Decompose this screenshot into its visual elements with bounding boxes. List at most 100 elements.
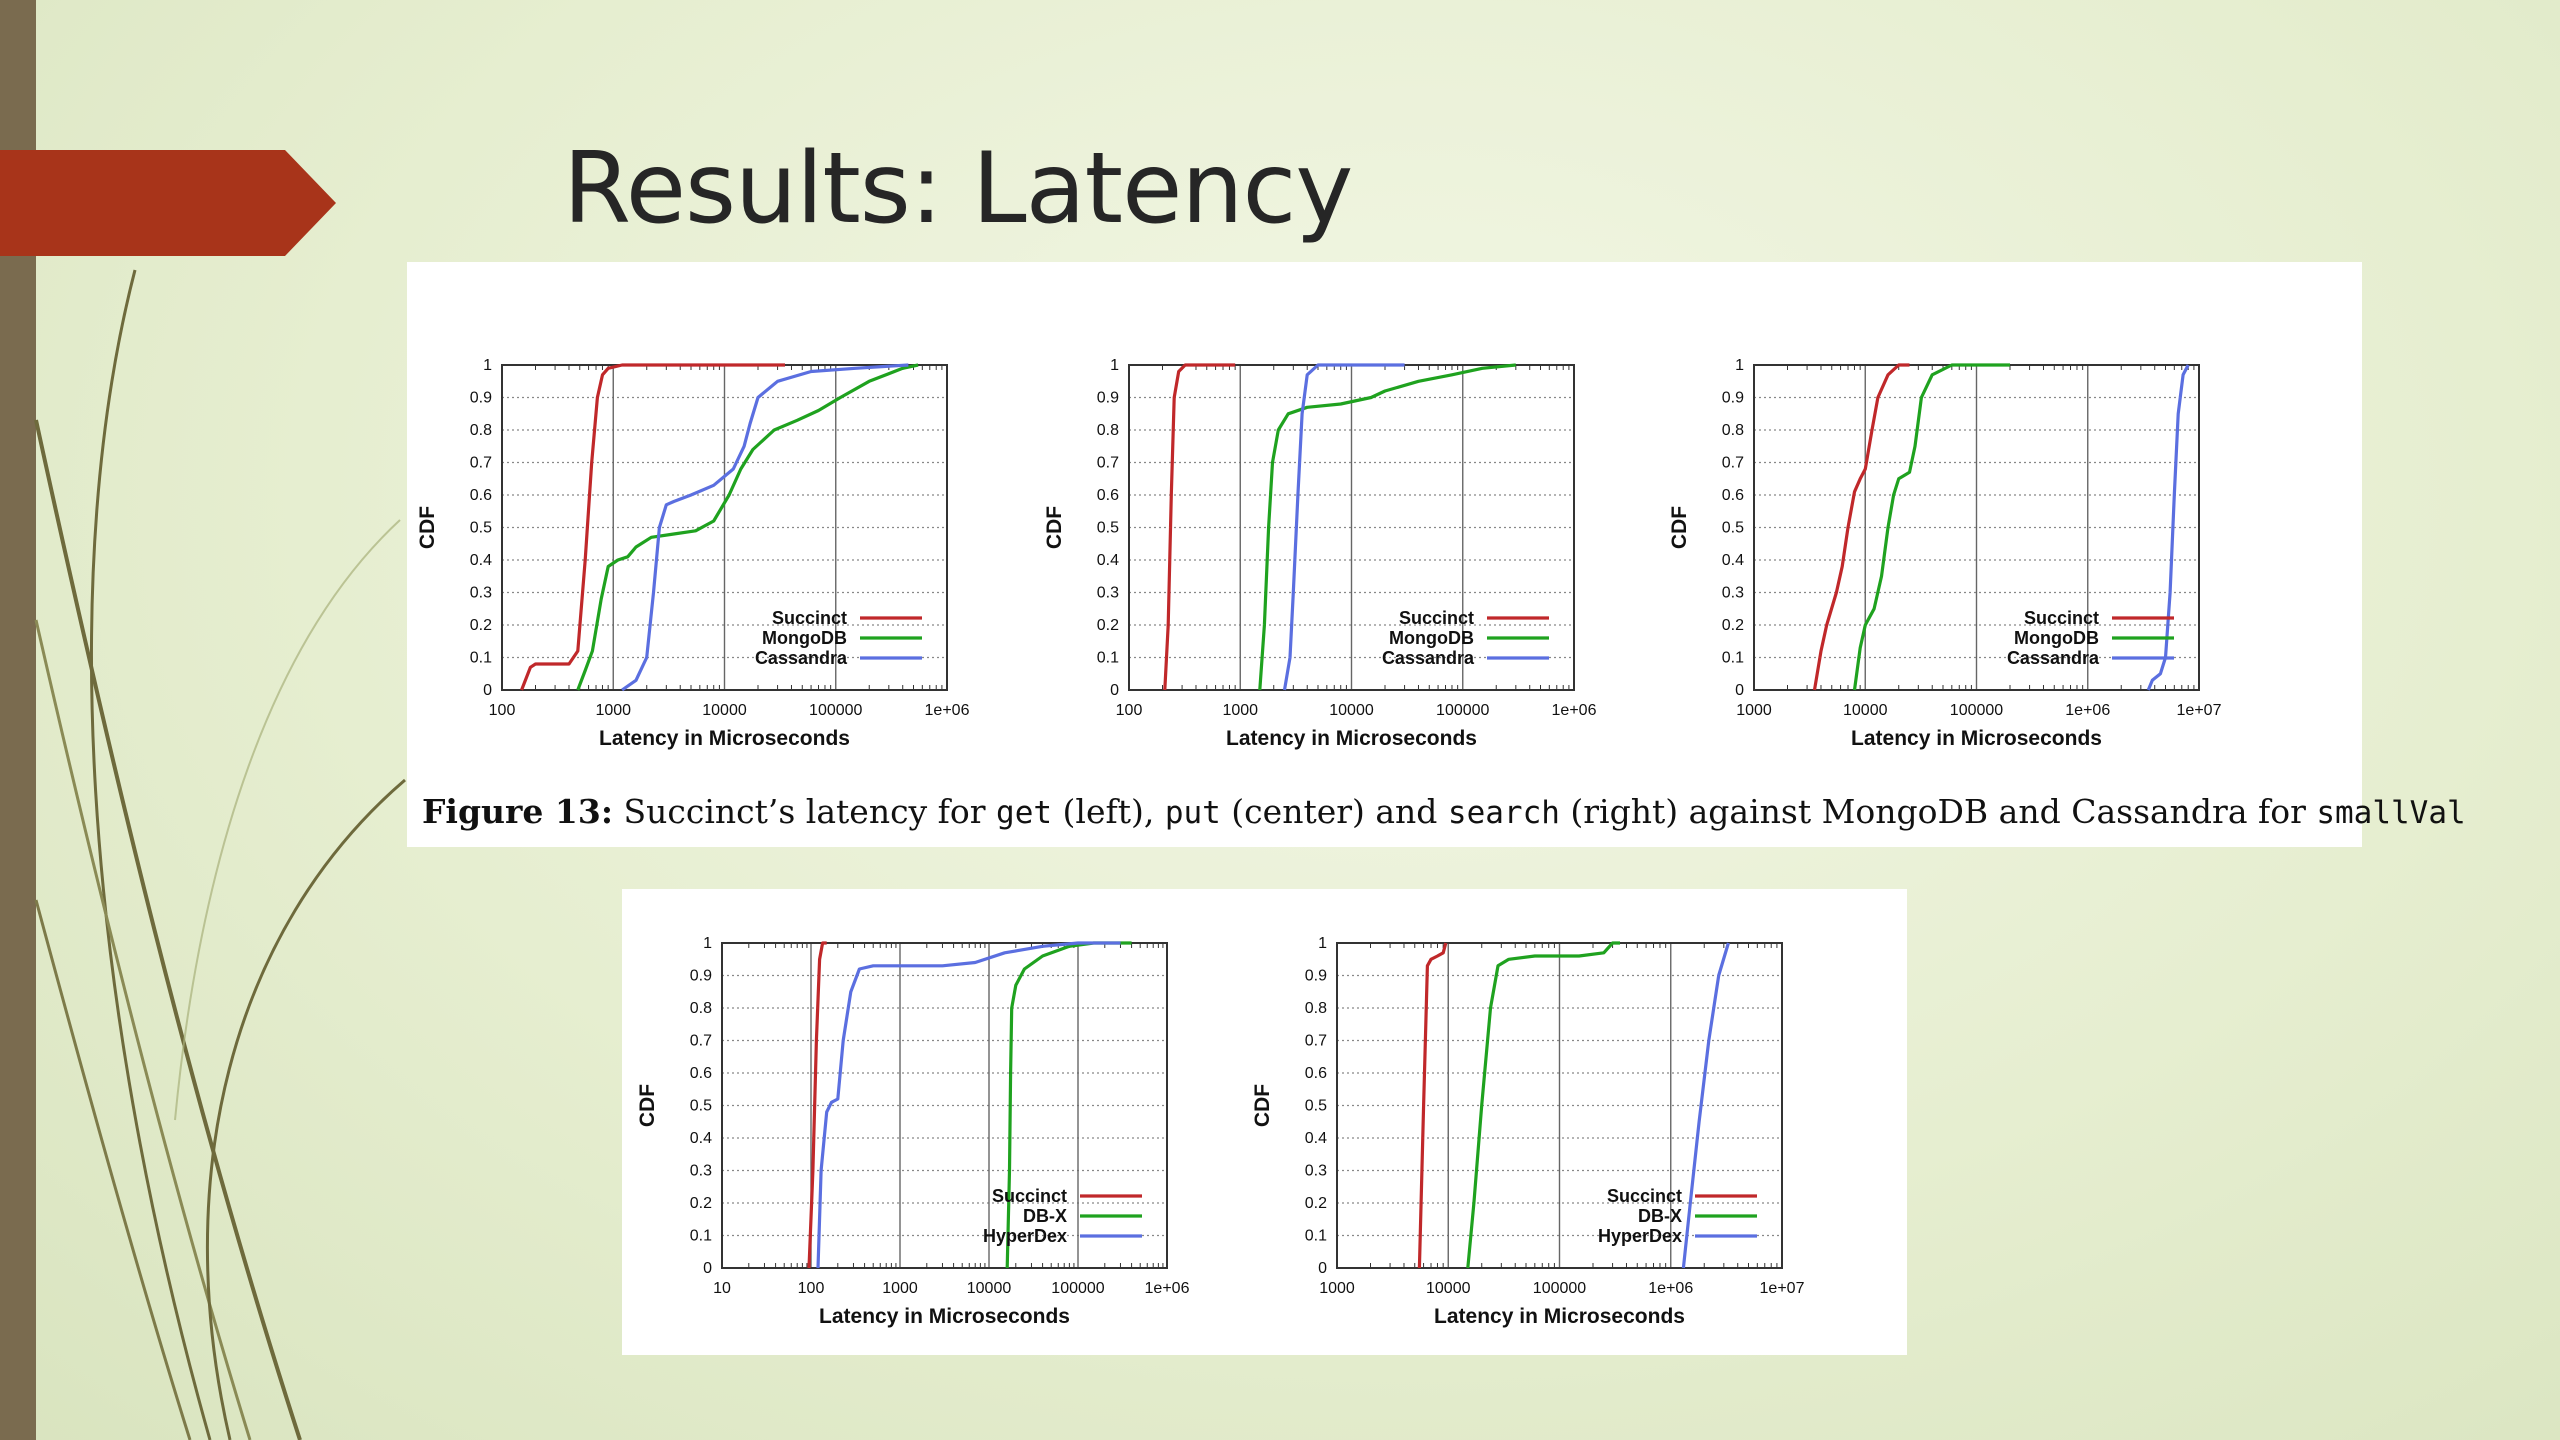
x-tick-label: 10000 [1426,1280,1471,1297]
y-tick-label: 0.3 [1722,585,1744,602]
y-tick-label: 1 [1110,357,1119,374]
series-line-db-x [1466,941,1620,1269]
y-tick-label: 0.7 [690,1033,712,1050]
legend-label: MongoDB [1389,628,1474,648]
y-tick-label: 0 [483,682,492,699]
caption-text-3: (center) and [1220,792,1448,831]
y-tick-label: 0 [703,1260,712,1277]
y-tick-label: 0.8 [690,1000,712,1017]
x-tick-label: 1000 [595,702,631,719]
y-tick-label: 0.3 [470,585,492,602]
y-tick-label: 0.8 [1097,422,1119,439]
y-axis-label: CDF [416,506,439,549]
y-axis-label: CDF [1251,1084,1274,1127]
y-tick-label: 0.6 [1305,1065,1327,1082]
y-tick-label: 0.7 [1305,1033,1327,1050]
y-tick-label: 0.9 [690,968,712,985]
x-tick-label: 100 [489,702,516,719]
figure-panel-bottom: 0 0.1 0.2 0.3 0.4 0.5 0.6 0.7 0.8 0.9 1 10 100 1000 10… [622,889,1907,1355]
x-tick-label: 1e+06 [1648,1280,1693,1297]
x-tick-label: 100000 [1051,1280,1104,1297]
y-tick-label: 0.1 [690,1228,712,1245]
y-tick-label: 1 [1318,935,1327,952]
y-tick-label: 0.6 [1097,487,1119,504]
x-axis-label: Latency in Microseconds [1226,727,1477,750]
x-tick-label: 10000 [1329,702,1374,719]
y-tick-label: 0.5 [1097,520,1119,537]
y-tick-label: 0.9 [1097,390,1119,407]
legend-label: DB-X [1638,1206,1682,1226]
chart-search: 0 0.1 0.2 0.3 0.4 0.5 0.6 0.7 0.8 0.9 1 1000 10000 10… [1668,357,2222,750]
series-line-mongodb [576,363,919,691]
x-tick-label: 10000 [702,702,747,719]
x-axis-label: Latency in Microseconds [1851,727,2102,750]
y-tick-label: 0.4 [690,1130,712,1147]
y-tick-label: 0.4 [470,552,492,569]
series-line-mongodb [1852,363,2010,691]
legend-label: Succinct [2024,608,2099,628]
x-tick-label: 100 [798,1280,825,1297]
chart-bottom-left: 0 0.1 0.2 0.3 0.4 0.5 0.6 0.7 0.8 0.9 1 10 100 1000 10… [636,935,1190,1328]
x-tick-label: 100000 [1436,702,1489,719]
series-line-cassandra [1282,363,1405,691]
caption-code-put: put [1164,795,1221,831]
y-tick-label: 0.5 [1305,1098,1327,1115]
x-tick-label: 100000 [1950,702,2003,719]
y-tick-label: 0.8 [1722,422,1744,439]
slide-title: Results: Latency [563,132,1353,246]
y-tick-label: 0.3 [1097,585,1119,602]
series-line-mongodb [1258,363,1516,691]
y-tick-label: 1 [703,935,712,952]
y-tick-label: 0.6 [690,1065,712,1082]
y-axis-label: CDF [636,1084,659,1127]
plot-frame [1336,942,1783,1269]
x-tick-label: 10000 [967,1280,1012,1297]
y-tick-label: 0 [1110,682,1119,699]
x-axis-label: Latency in Microseconds [819,1305,1070,1328]
x-tick-label: 10 [713,1280,731,1297]
series-line-succinct [520,363,785,691]
series-line-succinct [1812,363,1910,691]
figure-caption: Figure 13: Succinct’s latency for get (l… [422,792,2466,831]
x-tick-label: 1e+06 [1552,702,1597,719]
chart-get: 0 0.1 0.2 0.3 0.4 0.5 0.6 0.7 0.8 0.9 1 100 1000 1000… [416,357,970,750]
title-arrow-marker [0,150,336,256]
y-tick-label: 0.3 [690,1163,712,1180]
plot-frame [721,942,1168,1269]
legend-label: HyperDex [1598,1226,1682,1246]
x-tick-label: 1000 [1736,702,1772,719]
y-tick-label: 0.2 [470,617,492,634]
caption-label: Figure 13: [422,792,614,831]
y-tick-label: 0.7 [1722,455,1744,472]
legend-label: Succinct [992,1186,1067,1206]
y-tick-label: 0.7 [1097,455,1119,472]
x-tick-label: 100000 [809,702,862,719]
x-tick-label: 10000 [1843,702,1888,719]
y-tick-label: 0.2 [1722,617,1744,634]
legend-label: Succinct [1399,608,1474,628]
series-line-hyperdex [816,941,1121,1269]
legend-label: Cassandra [1382,648,1475,668]
caption-code-search: search [1447,795,1560,831]
y-tick-label: 0.2 [690,1195,712,1212]
x-tick-label: 1e+06 [2065,702,2110,719]
x-axis-label: Latency in Microseconds [1434,1305,1685,1328]
y-tick-label: 0.7 [470,455,492,472]
y-tick-label: 0.1 [1722,650,1744,667]
y-tick-label: 0.6 [1722,487,1744,504]
legend-label: MongoDB [2014,628,2099,648]
x-tick-label: 1000 [882,1280,918,1297]
x-tick-label: 1e+07 [2177,702,2222,719]
x-tick-label: 1000 [1319,1280,1355,1297]
caption-code-smallval: smallVal [2316,795,2466,831]
y-tick-label: 0.9 [1305,968,1327,985]
x-tick-label: 100000 [1533,1280,1586,1297]
y-tick-label: 0.2 [1305,1195,1327,1212]
y-tick-label: 0.1 [1305,1228,1327,1245]
series-line-cassandra [621,363,909,692]
x-tick-label: 1e+06 [925,702,970,719]
y-tick-label: 0.9 [1722,390,1744,407]
y-tick-label: 1 [483,357,492,374]
y-tick-label: 0.9 [470,390,492,407]
x-tick-label: 1000 [1222,702,1258,719]
